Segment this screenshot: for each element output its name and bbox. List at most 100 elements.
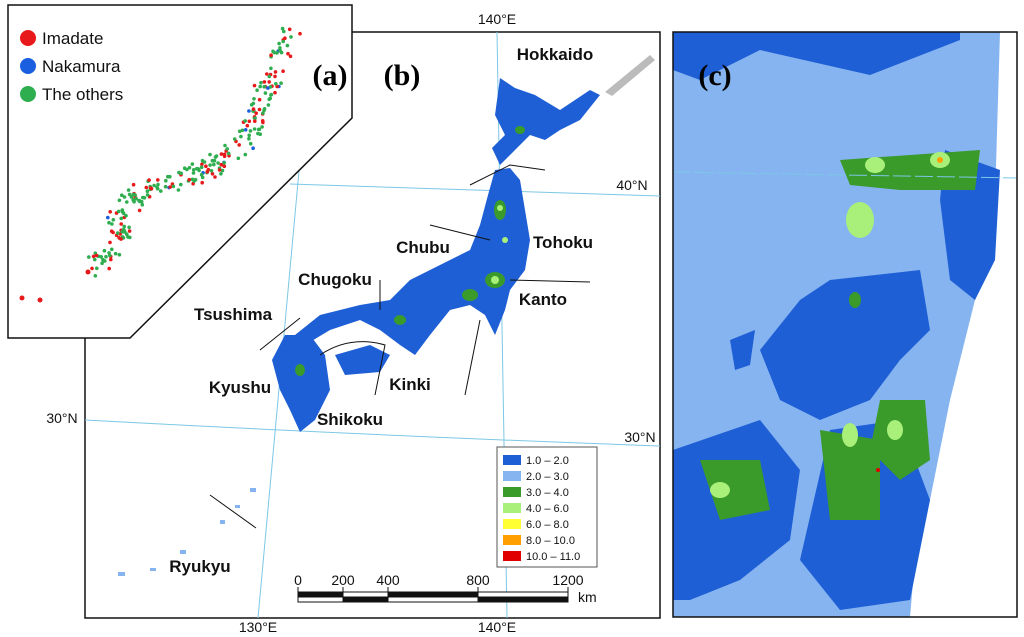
station (140, 203, 145, 207)
station (214, 154, 219, 158)
station (129, 195, 134, 199)
station (133, 193, 137, 197)
station (243, 128, 248, 132)
station (200, 180, 204, 185)
station (288, 54, 293, 59)
station (257, 97, 262, 102)
zone-high (846, 202, 874, 238)
zone-low (673, 32, 960, 80)
station (213, 175, 217, 179)
station (274, 82, 278, 86)
station (287, 27, 292, 32)
station (122, 195, 127, 199)
station (127, 229, 132, 233)
station (85, 269, 91, 275)
station (206, 167, 211, 172)
station (116, 209, 121, 214)
station (99, 254, 103, 259)
zone-mid (870, 400, 930, 480)
station (166, 174, 170, 179)
station (252, 97, 256, 101)
station (243, 152, 248, 157)
legend-dot (20, 86, 36, 102)
station (131, 182, 136, 187)
region-label: Hokkaido (517, 45, 594, 64)
station (273, 74, 277, 79)
scale-segment (297, 591, 344, 598)
station (232, 137, 237, 141)
station (259, 80, 263, 85)
station (104, 254, 108, 259)
station (93, 257, 97, 262)
graticule-label: 30°N (46, 410, 77, 426)
station (285, 43, 290, 48)
high-zones (491, 205, 508, 284)
station (222, 152, 227, 157)
station (102, 248, 107, 253)
station (159, 189, 163, 193)
station (115, 231, 120, 235)
station (219, 172, 223, 176)
parallel (84, 419, 661, 447)
station (193, 177, 198, 182)
legend-label: Nakamura (42, 57, 121, 76)
station (142, 196, 147, 200)
legend-label: 6.0 – 8.0 (526, 519, 569, 531)
region-label: Chugoku (298, 270, 372, 289)
scale-segment (297, 596, 344, 603)
zone-high (842, 423, 858, 447)
panel-label: (b) (384, 59, 421, 92)
legend-swatch (503, 519, 521, 529)
station (251, 146, 255, 150)
station-map (19, 26, 302, 303)
divider (259, 317, 301, 351)
station (212, 162, 216, 167)
station (260, 125, 264, 129)
legend-swatch (503, 471, 521, 481)
panel-label: (a) (313, 59, 348, 92)
station (187, 177, 192, 182)
legend-label: 3.0 – 4.0 (526, 487, 569, 499)
ryukyu (118, 488, 256, 576)
legend-label: 4.0 – 6.0 (526, 503, 569, 515)
scale-segment (387, 591, 479, 598)
station (152, 183, 156, 188)
station (247, 133, 251, 138)
station (266, 103, 271, 107)
station (109, 229, 114, 233)
station (199, 165, 204, 169)
station (107, 251, 111, 255)
island (730, 330, 755, 370)
station (248, 141, 253, 146)
hokkaido (492, 78, 600, 165)
station (262, 107, 267, 111)
station (197, 168, 201, 173)
station (145, 193, 150, 197)
station (298, 31, 302, 36)
station (265, 72, 269, 76)
station (240, 128, 245, 133)
parallel (289, 183, 661, 197)
station (125, 200, 129, 204)
station (117, 252, 122, 257)
station (148, 186, 153, 190)
station (134, 196, 138, 201)
station (125, 232, 129, 236)
station (256, 131, 260, 136)
station (225, 147, 229, 151)
station (132, 199, 136, 204)
station (269, 66, 273, 71)
station (147, 178, 151, 182)
station (126, 235, 130, 239)
station (252, 127, 257, 131)
station (144, 185, 149, 190)
station (127, 192, 132, 197)
graticule-label: 30°N (624, 429, 655, 445)
legend-swatch (503, 487, 521, 497)
zone-high (887, 420, 903, 440)
station (219, 152, 224, 156)
station (37, 297, 43, 303)
legend-label: 8.0 – 10.0 (526, 535, 575, 547)
station (248, 129, 253, 133)
